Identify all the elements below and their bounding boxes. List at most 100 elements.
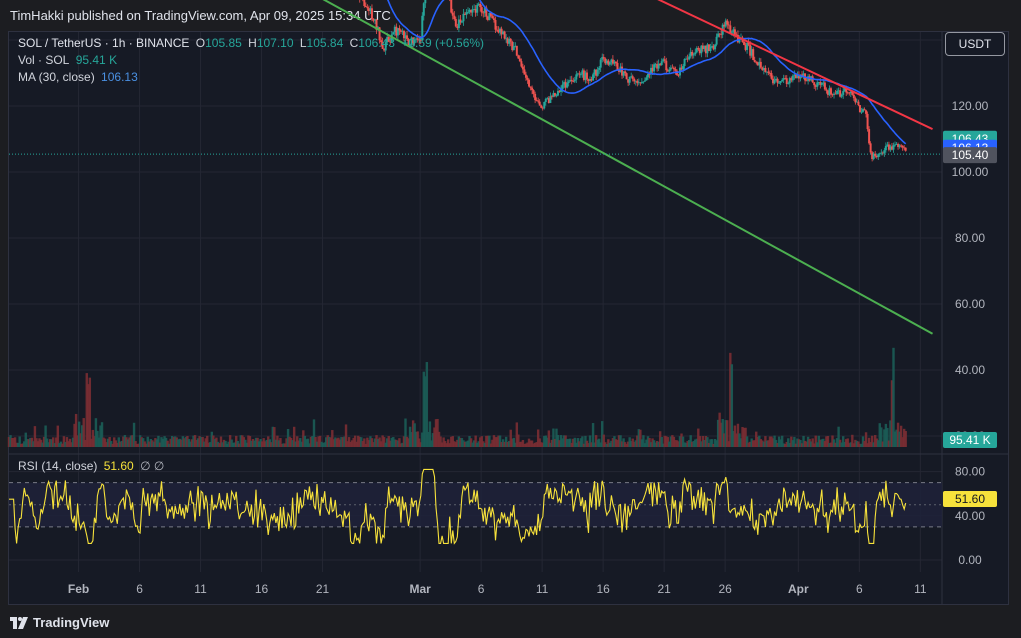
volume-bar: [235, 435, 238, 447]
volume-bar: [745, 436, 749, 447]
volume-bar: [434, 419, 438, 447]
volume-bar: [748, 441, 752, 447]
candle-body: [470, 9, 473, 13]
volume-bar: [199, 436, 203, 447]
volume-bar: [106, 438, 110, 447]
volume-bar: [636, 435, 639, 447]
volume-bar: [292, 426, 296, 447]
price-tick-label: 100.00: [952, 165, 989, 179]
resistance-trendline: [657, 0, 933, 131]
close-value: 106.43: [358, 36, 395, 50]
volume-bar: [777, 436, 781, 447]
volume-bar: [94, 418, 98, 447]
volume-bar: [328, 436, 331, 447]
candle-body: [871, 152, 874, 160]
last-price-badge: 105.40: [952, 148, 989, 162]
volume-bar: [884, 423, 888, 447]
candle-body: [511, 41, 514, 51]
volume-bar: [710, 439, 714, 447]
volume-bar: [42, 436, 46, 447]
candle-body: [500, 28, 503, 35]
candle-body: [389, 41, 392, 43]
volume-bar: [550, 439, 554, 447]
volume-bar: [663, 435, 666, 447]
candle-body: [674, 69, 677, 71]
candle-body: [514, 45, 517, 47]
candle-body: [665, 60, 668, 71]
volume-bar: [439, 436, 442, 447]
volume-bar: [616, 440, 619, 447]
volume-bar: [411, 420, 415, 447]
volume-bar: [59, 441, 63, 447]
volume-bar: [373, 438, 377, 447]
volume-bar: [212, 435, 215, 447]
candle-body: [416, 38, 419, 40]
volume-bar: [695, 438, 698, 447]
candle-body: [901, 145, 904, 148]
volume-bar: [683, 442, 686, 447]
candle-body: [768, 72, 771, 74]
volume-bar: [495, 437, 499, 447]
volume-bar: [668, 441, 671, 447]
volume-bar: [102, 437, 105, 447]
chart-canvas[interactable]: 240.00220.00200.00180.00160.00140.00120.…: [0, 0, 1021, 606]
close-label: C: [349, 36, 359, 50]
volume-bar: [148, 441, 151, 447]
candle-body: [822, 82, 825, 84]
volume-bar: [723, 433, 726, 447]
candle-body: [419, 40, 422, 41]
volume-bar: [739, 438, 743, 447]
volume-bar: [655, 441, 659, 447]
volume-bar: [896, 422, 900, 447]
volume-bar: [196, 438, 200, 447]
volume-bar: [631, 438, 634, 447]
volume-bar: [332, 439, 336, 447]
candle-body: [393, 26, 396, 33]
x-tick-label: 21: [316, 582, 330, 596]
currency-button[interactable]: USDT: [945, 32, 1005, 56]
volume-bar: [855, 440, 859, 447]
volume-bar: [488, 435, 491, 447]
candle-body: [601, 57, 604, 60]
candle-body: [772, 78, 775, 84]
candle-body: [549, 96, 552, 104]
volume-bar: [576, 438, 580, 447]
volume-bar: [103, 438, 107, 447]
volume-bar: [125, 437, 128, 447]
candle-body: [584, 72, 587, 80]
candle-body: [633, 78, 636, 82]
candle-body: [767, 71, 770, 73]
rsi-tick-label: 0.00: [958, 553, 982, 567]
volume-bar: [716, 419, 720, 447]
volume-bar: [672, 436, 676, 447]
volume-bar: [85, 373, 88, 447]
volume-bar: [48, 439, 52, 447]
volume-bar: [151, 440, 154, 447]
candle-body: [709, 46, 712, 52]
candle-body: [788, 78, 791, 84]
volume-bar: [15, 442, 18, 447]
volume-bar: [224, 440, 227, 447]
volume-bar: [770, 436, 773, 447]
candle-body: [372, 18, 375, 21]
candle-body: [517, 55, 520, 59]
volume-bar: [529, 440, 532, 447]
candle-body: [529, 86, 532, 88]
candle-body: [492, 18, 495, 20]
candle-body: [569, 79, 572, 82]
volume-bar: [117, 437, 120, 447]
candle-body: [592, 74, 595, 81]
volume-bar: [594, 435, 598, 447]
volume-bar: [350, 440, 354, 447]
volume-bar: [546, 437, 549, 447]
volume-bar: [36, 441, 40, 447]
candle-body: [567, 81, 570, 84]
volume-bar: [346, 441, 349, 447]
candle-body: [422, 3, 425, 16]
volume-bar: [277, 440, 281, 447]
volume-bar: [187, 438, 191, 447]
candle-body: [599, 59, 602, 68]
volume-bar: [597, 438, 601, 447]
volume-bar: [613, 436, 616, 447]
volume-bar: [831, 435, 834, 447]
